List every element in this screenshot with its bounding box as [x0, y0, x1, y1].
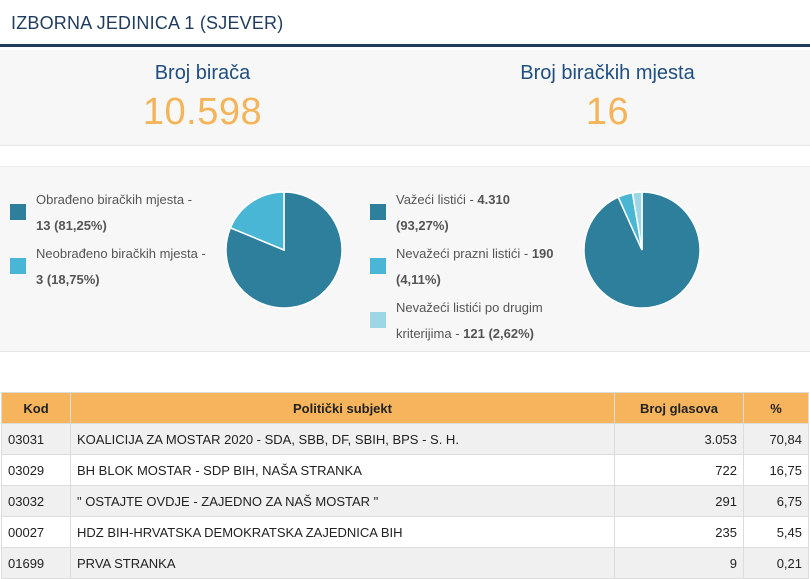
legend-item-processed: Obrađeno biračkih mjesta - 13 (81,25%)	[10, 187, 210, 239]
column-header-kod[interactable]: Kod	[1, 392, 71, 424]
legend-percent: (93,27%)	[396, 218, 449, 233]
cell-glasova: 291	[614, 485, 744, 517]
cell-percent: 5,45	[743, 516, 809, 548]
column-header-percent[interactable]: %	[743, 392, 809, 424]
page-header: IZBORNA JEDINICA 1 (SJEVER)	[0, 0, 810, 47]
cell-percent: 6,75	[743, 485, 809, 517]
cell-kod: 01699	[1, 547, 71, 579]
pie-slice[interactable]	[631, 191, 643, 251]
charts-panel: Obrađeno biračkih mjesta - 13 (81,25%) N…	[0, 166, 810, 352]
cell-percent: 70,84	[743, 423, 809, 455]
table-row: 01699 PRVA STRANKA 9 0,21	[1, 547, 809, 579]
legend-swatch	[370, 258, 386, 274]
cell-percent: 16,75	[743, 454, 809, 486]
stations-label: Broj biračkih mjesta	[520, 62, 695, 84]
cell-glasova: 3.053	[614, 423, 744, 455]
cell-subjekt: BH BLOK MOSTAR - SDP BIH, NAŠA STRANKA	[70, 454, 615, 486]
legend-text: Nevažeći prazni listići -	[396, 246, 529, 261]
stations-legend: Obrađeno biračkih mjesta - 13 (81,25%) N…	[10, 187, 210, 295]
legend-text: kriterijima -	[396, 326, 464, 341]
cell-glasova: 235	[614, 516, 744, 548]
legend-swatch	[370, 204, 386, 220]
table-row: 00027 HDZ BIH-HRVATSKA DEMOKRATSKA ZAJED…	[1, 516, 809, 548]
legend-value: 13 (81,25%)	[36, 218, 107, 233]
column-header-subjekt[interactable]: Politički subjekt	[70, 392, 615, 424]
legend-value: 190	[531, 246, 554, 261]
legend-item-valid: Važeći listići - 4.310 (93,27%)	[370, 187, 570, 239]
legend-item-invalid-other: Nevažeći listići po drugim kriterijima -…	[370, 295, 570, 347]
stats-panel: Broj birača 10.598 Broj biračkih mjesta …	[0, 50, 810, 146]
stations-stat: Broj biračkih mjesta 16	[405, 50, 810, 134]
cell-subjekt: HDZ BIH-HRVATSKA DEMOKRATSKA ZAJEDNICA B…	[70, 516, 615, 548]
legend-text: Neobrađeno biračkih mjesta -	[36, 246, 206, 261]
stations-pie-chart	[225, 191, 343, 309]
table-row: 03029 BH BLOK MOSTAR - SDP BIH, NAŠA STR…	[1, 454, 809, 486]
legend-value: 3 (18,75%)	[36, 272, 100, 287]
results-table: Kod Politički subjekt Broj glasova % 030…	[1, 392, 809, 579]
cell-subjekt: KOALICIJA ZA MOSTAR 2020 - SDA, SBB, DF,…	[70, 423, 615, 455]
cell-kod: 03032	[1, 485, 71, 517]
ballots-pie-chart	[583, 191, 701, 309]
voters-value: 10.598	[142, 91, 263, 133]
legend-text: Važeći listići -	[396, 192, 474, 207]
table-row: 03031 KOALICIJA ZA MOSTAR 2020 - SDA, SB…	[1, 423, 809, 455]
cell-kod: 00027	[1, 516, 71, 548]
table-header-row: Kod Politički subjekt Broj glasova %	[1, 392, 809, 424]
legend-swatch	[10, 258, 26, 274]
legend-swatch	[370, 312, 386, 328]
column-header-glasova[interactable]: Broj glasova	[614, 392, 744, 424]
cell-percent: 0,21	[743, 547, 809, 579]
legend-text: Obrađeno biračkih mjesta -	[36, 192, 193, 207]
legend-value: 4.310	[477, 192, 510, 207]
ballots-legend: Važeći listići - 4.310 (93,27%) Nevažeći…	[370, 187, 570, 349]
legend-percent: (4,11%)	[396, 272, 441, 287]
cell-kod: 03029	[1, 454, 71, 486]
cell-glasova: 722	[614, 454, 744, 486]
legend-item-invalid-empty: Nevažeći prazni listići - 190 (4,11%)	[370, 241, 570, 293]
cell-kod: 03031	[1, 423, 71, 455]
cell-subjekt: PRVA STRANKA	[70, 547, 615, 579]
voters-label: Broj birača	[154, 62, 251, 84]
table-row: 03032 " OSTAJTE OVDJE - ZAJEDNO ZA NAŠ M…	[1, 485, 809, 517]
page-title: IZBORNA JEDINICA 1 (SJEVER)	[11, 13, 284, 33]
legend-text: Nevažeći listići po drugim	[396, 300, 543, 315]
legend-value: 121 (2,62%)	[463, 326, 534, 341]
cell-subjekt: " OSTAJTE OVDJE - ZAJEDNO ZA NAŠ MOSTAR …	[70, 485, 615, 517]
legend-swatch	[10, 204, 26, 220]
voters-stat: Broj birača 10.598	[0, 50, 405, 134]
cell-glasova: 9	[614, 547, 744, 579]
legend-item-unprocessed: Neobrađeno biračkih mjesta - 3 (18,75%)	[10, 241, 210, 293]
stations-value: 16	[585, 91, 630, 133]
pie-slice[interactable]	[229, 191, 285, 252]
